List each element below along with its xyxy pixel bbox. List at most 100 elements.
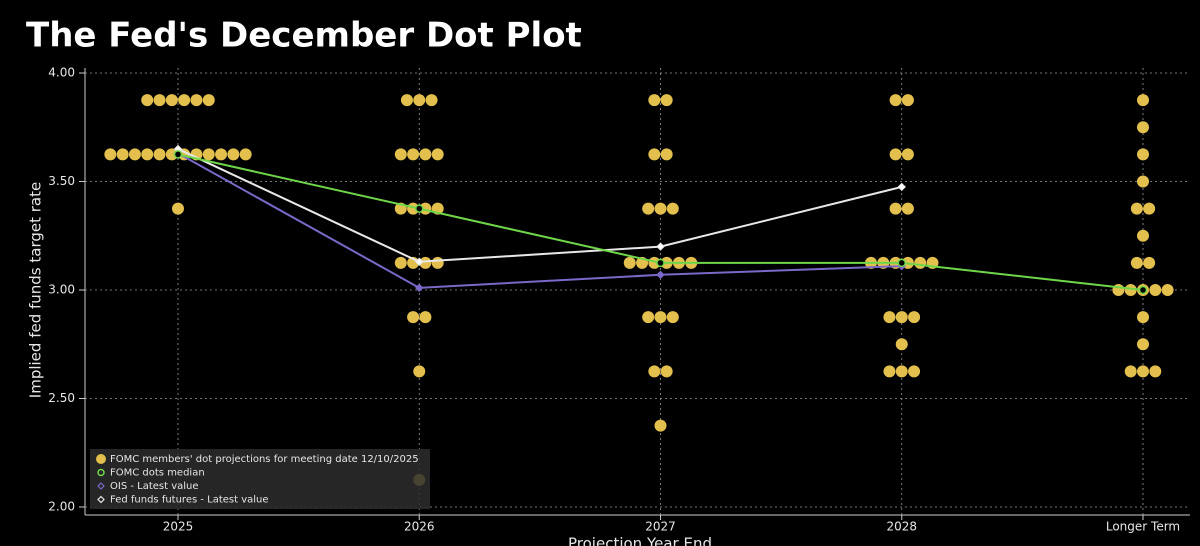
fomc-dot bbox=[901, 94, 914, 107]
fomc-dot bbox=[648, 148, 661, 161]
legend-marker bbox=[96, 454, 106, 464]
y-tick-label: 2.00 bbox=[48, 500, 75, 514]
fomc-dot bbox=[407, 148, 420, 161]
y-tick-label: 2.50 bbox=[48, 391, 75, 405]
fomc-dot bbox=[116, 148, 129, 161]
fomc-dot bbox=[889, 148, 902, 161]
fomc-dot bbox=[172, 202, 184, 215]
x-tick-label: 2028 bbox=[886, 520, 917, 534]
fomc-dot bbox=[660, 365, 673, 378]
fomc-dot bbox=[1130, 202, 1143, 215]
fomc-dot bbox=[394, 256, 407, 269]
median-marker bbox=[656, 258, 665, 268]
fomc-dot bbox=[202, 148, 215, 161]
fomc-dot bbox=[660, 148, 673, 161]
fomc-dot bbox=[1137, 148, 1149, 161]
legend-marker bbox=[97, 482, 105, 490]
fomc-dot bbox=[654, 419, 667, 432]
x-tick-label: 2026 bbox=[404, 520, 435, 534]
x-tick-label: 2027 bbox=[645, 520, 676, 534]
x-tick-label: Longer Term bbox=[1106, 520, 1180, 534]
fomc-dot bbox=[889, 94, 902, 107]
fomc-dot bbox=[431, 148, 444, 161]
fomc-dot bbox=[914, 256, 927, 269]
x-axis-title: Projection Year End bbox=[568, 535, 712, 546]
fomc-dot bbox=[654, 311, 667, 324]
fomc-dot bbox=[1137, 229, 1149, 242]
diamond-marker bbox=[656, 270, 665, 280]
fomc-dot bbox=[1137, 338, 1149, 351]
fomc-dot bbox=[104, 148, 117, 161]
diamond-marker bbox=[415, 283, 424, 293]
fomc-dot bbox=[648, 94, 661, 107]
fomc-dot bbox=[654, 202, 667, 215]
fomc-dot bbox=[883, 365, 896, 378]
fomc-dot bbox=[215, 148, 228, 161]
chart-title: The Fed's December Dot Plot bbox=[26, 16, 582, 56]
fomc-dot bbox=[153, 94, 166, 107]
median-marker bbox=[897, 258, 906, 268]
fomc-dot bbox=[419, 148, 432, 161]
diamond-marker bbox=[656, 242, 665, 251]
fomc-dot bbox=[908, 365, 921, 378]
fomc-dot bbox=[202, 94, 215, 107]
y-axis-title: Implied fed funds target rate bbox=[27, 182, 45, 398]
y-tick-label: 4.00 bbox=[48, 66, 75, 80]
fomc-dot bbox=[165, 94, 178, 107]
fomc-dot bbox=[901, 148, 914, 161]
fomc-dot bbox=[1143, 256, 1156, 269]
fomc-dot bbox=[190, 94, 203, 107]
fomc-dot bbox=[394, 148, 407, 161]
legend: FOMC members' dot projections for meetin… bbox=[90, 449, 430, 509]
fomc-dot bbox=[648, 365, 661, 378]
fomc-dot bbox=[1137, 121, 1149, 134]
fomc-dot bbox=[883, 311, 896, 324]
fomc-dot bbox=[1161, 284, 1174, 296]
fomc-dot bbox=[642, 202, 655, 215]
legend-marker bbox=[97, 468, 105, 477]
fomc-dot bbox=[889, 202, 902, 215]
median-marker bbox=[173, 150, 183, 159]
x-tick-label: 2025 bbox=[163, 520, 194, 534]
diamond-marker bbox=[897, 182, 906, 192]
median-marker bbox=[415, 204, 424, 213]
y-tick-label: 3.50 bbox=[48, 174, 75, 188]
fomc-dot bbox=[141, 94, 154, 107]
fomc-dot bbox=[908, 311, 921, 324]
legend-label: FOMC members' dot projections for meetin… bbox=[110, 454, 419, 465]
fomc-dot bbox=[153, 148, 166, 161]
fomc-dot bbox=[1137, 365, 1149, 378]
fomc-dot bbox=[623, 256, 636, 269]
fomc-dot bbox=[425, 94, 438, 107]
fomc-dot bbox=[1149, 284, 1162, 296]
fomc-dot bbox=[666, 311, 679, 324]
series-line bbox=[177, 152, 902, 289]
median-marker bbox=[1138, 285, 1148, 295]
fomc-dot bbox=[413, 365, 426, 378]
fomc-dot bbox=[660, 94, 673, 107]
legend-label: OIS - Latest value bbox=[110, 481, 199, 492]
fomc-dot bbox=[666, 202, 679, 215]
fomc-dot bbox=[895, 338, 908, 351]
legend-marker bbox=[97, 495, 105, 504]
fomc-dot bbox=[1124, 284, 1137, 296]
fomc-dot bbox=[165, 148, 178, 161]
fomc-dot bbox=[1143, 202, 1156, 215]
diamond-marker bbox=[415, 257, 424, 266]
legend-label: Fed funds futures - Latest value bbox=[110, 495, 269, 506]
fomc-dot bbox=[431, 256, 444, 269]
fomc-dot bbox=[901, 202, 914, 215]
fomc-dot bbox=[1137, 311, 1149, 324]
legend-label: FOMC dots median bbox=[110, 468, 205, 479]
fomc-dot bbox=[178, 94, 191, 107]
fomc-dot bbox=[642, 311, 655, 324]
fomc-dot bbox=[141, 148, 154, 161]
fomc-dot bbox=[419, 256, 432, 269]
y-tick-label: 3.00 bbox=[48, 283, 75, 297]
fomc-dot bbox=[895, 311, 908, 324]
fomc-dot bbox=[1130, 256, 1143, 269]
fomc-dot bbox=[895, 365, 908, 378]
fomc-dot bbox=[413, 94, 426, 107]
